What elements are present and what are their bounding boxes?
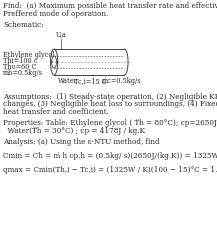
Text: Schematic:: Schematic: [3, 21, 44, 29]
Text: Find:  (a) Maximum possible heat transfer rate and effectiveness, (b): Find: (a) Maximum possible heat transfer… [3, 2, 217, 10]
Text: U,a: U,a [56, 30, 67, 38]
Text: heat transfer and coefficient.: heat transfer and coefficient. [3, 108, 109, 116]
Text: Analysis: (a) Using the ε-NTU method, find: Analysis: (a) Using the ε-NTU method, fi… [3, 138, 160, 146]
Text: Assumptions:  (1) Steady-state operation, (2) Negligible KE and PE: Assumptions: (1) Steady-state operation,… [3, 93, 217, 101]
Text: Thi=100 c: Thi=100 c [3, 57, 38, 65]
Text: Cmin = Ch = ṁ h cp,h = (0.5kg/ s)(2650J/(kg.K)) = 1325W / K: Cmin = Ch = ṁ h cp,h = (0.5kg/ s)(2650J… [3, 151, 217, 160]
Text: changes, (3) Negligible heat loss to surroundings, (4) Fixed overall: changes, (3) Negligible heat loss to sur… [3, 100, 217, 109]
Text: Ethylene glycol: Ethylene glycol [3, 51, 54, 59]
Text: Preffered mode of operation.: Preffered mode of operation. [3, 10, 108, 17]
Text: Water: Water [58, 77, 78, 85]
Text: Water(T̅h = 30°C) ; cp = 4178J / kg.K: Water(T̅h = 30°C) ; cp = 4178J / kg.K [3, 127, 145, 135]
Text: Properties: Table: Ethylene glycol ( T̅h = 80°C); cp=2650J/kg.K;: Properties: Table: Ethylene glycol ( T̅h… [3, 119, 217, 127]
Text: ṁc=0.5kg/s: ṁc=0.5kg/s [102, 77, 141, 85]
Text: Tc,i=15 C: Tc,i=15 C [74, 77, 107, 85]
Text: qmax = Cmin(Th,i − Tc,i) = (1325W / K)(100 − 15)°C = 1.13×10⁵W: qmax = Cmin(Th,i − Tc,i) = (1325W / K)(1… [3, 167, 217, 175]
Text: ṁh=0.5kg/s: ṁh=0.5kg/s [3, 69, 43, 77]
Text: Tho=60 C: Tho=60 C [3, 63, 36, 71]
